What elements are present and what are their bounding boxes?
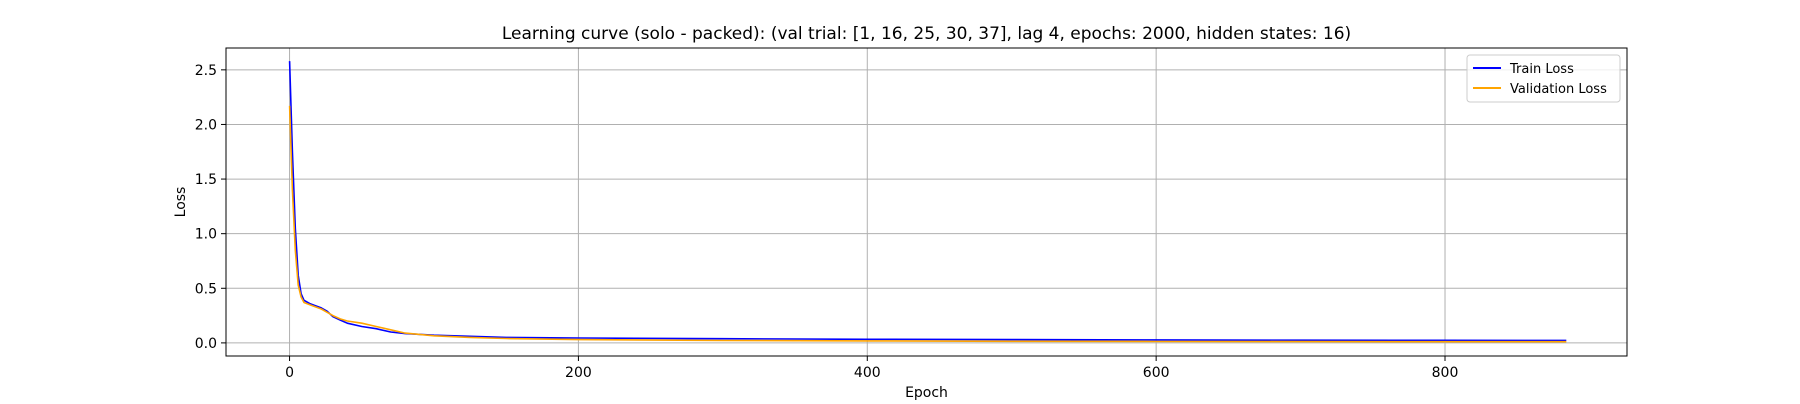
chart-title: Learning curve (solo - packed): (val tri… <box>502 24 1351 44</box>
plot-frame <box>225 47 1628 357</box>
x-tick-label: 600 <box>1143 365 1170 381</box>
x-tick-label: 800 <box>1432 365 1459 381</box>
y-tick-label: 2.5 <box>195 63 217 79</box>
legend-label-train-loss: Train Loss <box>1509 62 1574 77</box>
train-loss-line <box>288 61 1567 342</box>
y-axis-ticks: 0.0 0.5 1.0 1.5 2.0 2.5 <box>195 63 226 352</box>
validation-loss-line <box>288 105 1567 343</box>
y-tick-label: 0.0 <box>195 336 217 352</box>
y-axis-label: Loss <box>173 187 189 218</box>
x-tick-label: 0 <box>285 365 294 381</box>
y-tick-label: 1.5 <box>195 172 217 188</box>
y-tick-label: 0.5 <box>195 281 217 297</box>
x-axis-ticks: 0 200 400 600 800 <box>285 356 1458 381</box>
x-tick-label: 400 <box>854 365 881 381</box>
y-tick-label: 2.0 <box>195 117 217 133</box>
y-tick-label: 1.0 <box>195 227 217 243</box>
x-tick-label: 200 <box>565 365 592 381</box>
grid <box>226 48 1627 356</box>
series-lines <box>288 61 1567 343</box>
legend: Train Loss Validation Loss <box>1466 54 1621 103</box>
legend-box <box>1466 54 1621 103</box>
legend-label-validation-loss: Validation Loss <box>1510 82 1607 97</box>
x-axis-label: Epoch <box>905 385 948 400</box>
